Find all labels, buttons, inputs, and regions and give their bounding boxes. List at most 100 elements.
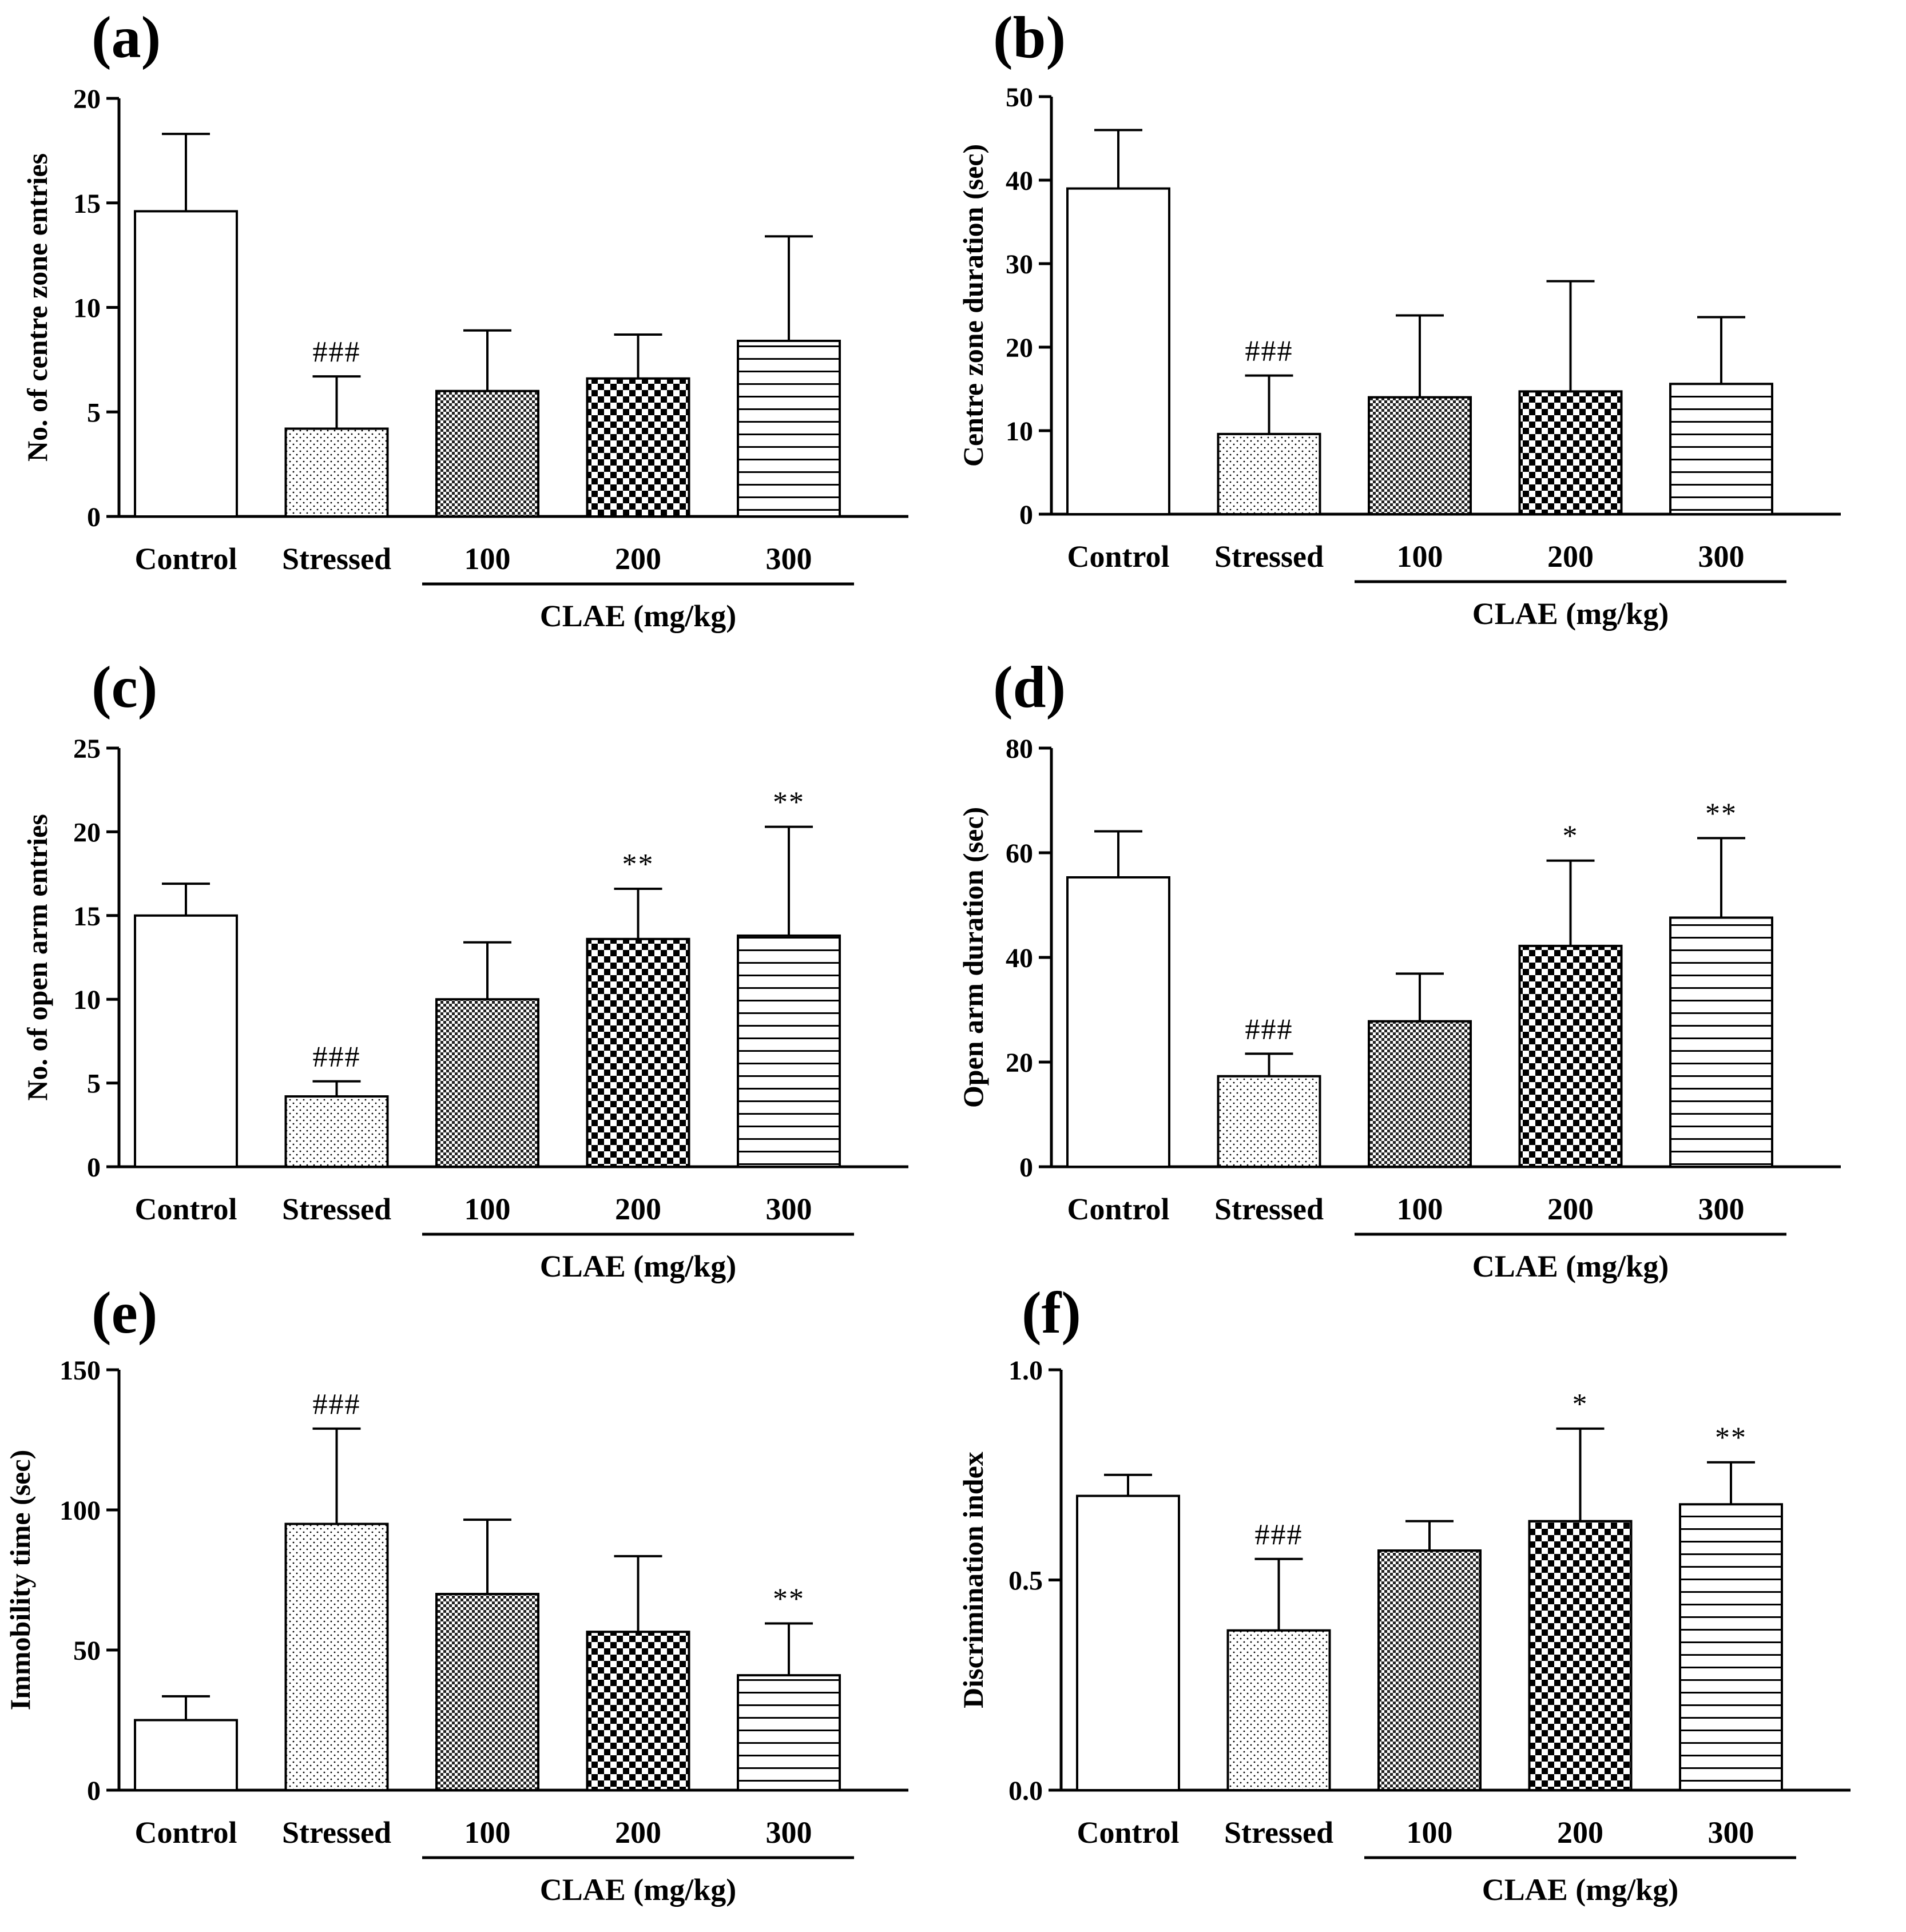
y-axis-label: Open arm duration (sec) <box>957 807 989 1108</box>
panel-label: (e) <box>92 1280 157 1346</box>
y-tick-label: 20 <box>73 817 101 848</box>
y-tick-label: 15 <box>73 189 101 219</box>
significance-marker: ** <box>1715 1422 1747 1454</box>
category-label: 200 <box>1557 1815 1603 1850</box>
category-label: 300 <box>766 1192 812 1226</box>
y-tick-label: 20 <box>1006 333 1033 363</box>
category-label: Control <box>1067 539 1169 574</box>
significance-marker: ** <box>622 848 654 881</box>
panel-a: (a) No. of centre zone entries 0 5 10 15 20 Con… <box>21 5 908 633</box>
bar-2 <box>284 1095 389 1168</box>
y-tick-label: 1.0 <box>1008 1355 1043 1386</box>
category-label: 200 <box>1547 1192 1594 1226</box>
bar-1 <box>1066 187 1170 516</box>
y-tick-label: 0 <box>87 1776 101 1806</box>
bar-4 <box>1518 944 1623 1168</box>
significance-marker: ### <box>313 336 361 368</box>
group-label: CLAE (mg/kg) <box>1482 1873 1679 1907</box>
panel-e: (e) Immobility time (sec) 0 50 100 150 Control… <box>4 1280 908 1907</box>
category-label: Stressed <box>1214 1192 1324 1226</box>
group-label: CLAE (mg/kg) <box>1472 1249 1669 1283</box>
category-label: 100 <box>1407 1815 1453 1850</box>
bar-1 <box>1066 876 1170 1168</box>
category-label: Stressed <box>282 542 391 576</box>
y-tick-label: 20 <box>73 84 101 114</box>
bar-3 <box>435 1593 539 1791</box>
panel-label: (b) <box>993 5 1066 70</box>
y-tick-label: 10 <box>1006 416 1033 447</box>
y-tick-label: 10 <box>73 293 101 324</box>
category-label: 100 <box>1397 1192 1443 1226</box>
bar-3 <box>1377 1549 1482 1792</box>
panel-label: (a) <box>92 5 161 70</box>
bar-3 <box>1368 1020 1472 1168</box>
y-tick-label: 80 <box>1006 734 1033 764</box>
y-tick-label: 30 <box>1006 249 1033 280</box>
significance-marker: ### <box>313 1388 361 1421</box>
category-label: 300 <box>1698 539 1745 574</box>
category-label: Stressed <box>282 1192 391 1226</box>
category-label: 300 <box>1708 1815 1754 1850</box>
bar-4 <box>586 377 690 518</box>
bar-5 <box>737 934 841 1168</box>
y-tick-label: 40 <box>1006 166 1033 196</box>
bar-1 <box>1076 1494 1180 1791</box>
y-axis-label: No. of open arm entries <box>21 814 53 1100</box>
y-tick-label: 5 <box>87 1069 101 1099</box>
category-label: Control <box>134 1192 237 1226</box>
bar-5 <box>737 1674 841 1792</box>
category-label: Control <box>134 542 237 576</box>
bar-1 <box>134 1719 238 1791</box>
bar-1 <box>134 914 238 1168</box>
category-label: Control <box>1077 1815 1179 1850</box>
bar-2 <box>1217 1075 1321 1168</box>
significance-marker: ### <box>313 1041 361 1074</box>
y-tick-label: 0 <box>1019 1152 1033 1183</box>
category-label: 100 <box>464 542 511 576</box>
significance-marker: ### <box>1255 1518 1303 1551</box>
y-axis-label: Immobility time (sec) <box>4 1450 36 1710</box>
panel-label: (c) <box>92 654 157 720</box>
category-label: Control <box>134 1815 237 1850</box>
significance-marker: ** <box>773 786 805 819</box>
category-label: 300 <box>1698 1192 1745 1226</box>
y-axis-label: Centre zone duration (sec) <box>957 144 989 467</box>
category-label: 200 <box>1547 539 1594 574</box>
bar-4 <box>1518 390 1623 515</box>
bar-2 <box>284 427 389 518</box>
y-axis-label: Discrimination index <box>957 1452 989 1708</box>
y-tick-label: 15 <box>73 901 101 932</box>
bar-5 <box>1679 1503 1783 1791</box>
group-label: CLAE (mg/kg) <box>1472 597 1669 631</box>
y-tick-label: 25 <box>73 734 101 764</box>
bar-4 <box>586 937 690 1168</box>
significance-marker: ### <box>1245 1013 1293 1045</box>
bar-3 <box>1368 396 1472 515</box>
category-label: Stressed <box>1224 1815 1333 1850</box>
category-label: 100 <box>464 1815 511 1850</box>
bar-3 <box>435 998 539 1168</box>
significance-marker: ** <box>1705 797 1737 830</box>
bar-2 <box>1226 1629 1331 1791</box>
panel-f: (f) Discrimination index 0.0 0.5 1.0 Control #… <box>957 1280 1851 1907</box>
bar-5 <box>737 339 841 518</box>
bar-2 <box>1217 432 1321 516</box>
y-axis-label: No. of centre zone entries <box>21 153 53 462</box>
bar-3 <box>435 389 539 518</box>
category-label: Stressed <box>1214 539 1324 574</box>
significance-marker: ** <box>773 1583 805 1615</box>
y-tick-label: 40 <box>1006 943 1033 973</box>
bar-2 <box>284 1522 389 1791</box>
significance-marker: ### <box>1245 335 1293 368</box>
category-label: 200 <box>615 542 661 576</box>
significance-marker: * <box>1563 820 1579 853</box>
panel-c: (c) No. of open arm entries 0 5 10 15 20 25 Cont… <box>21 654 908 1283</box>
panel-label: (d) <box>993 654 1066 720</box>
y-tick-label: 0 <box>87 1152 101 1183</box>
category-label: 200 <box>615 1815 661 1850</box>
category-label: 100 <box>464 1192 511 1226</box>
category-label: 300 <box>766 542 812 576</box>
significance-marker: * <box>1573 1388 1589 1421</box>
bar-5 <box>1669 916 1773 1168</box>
